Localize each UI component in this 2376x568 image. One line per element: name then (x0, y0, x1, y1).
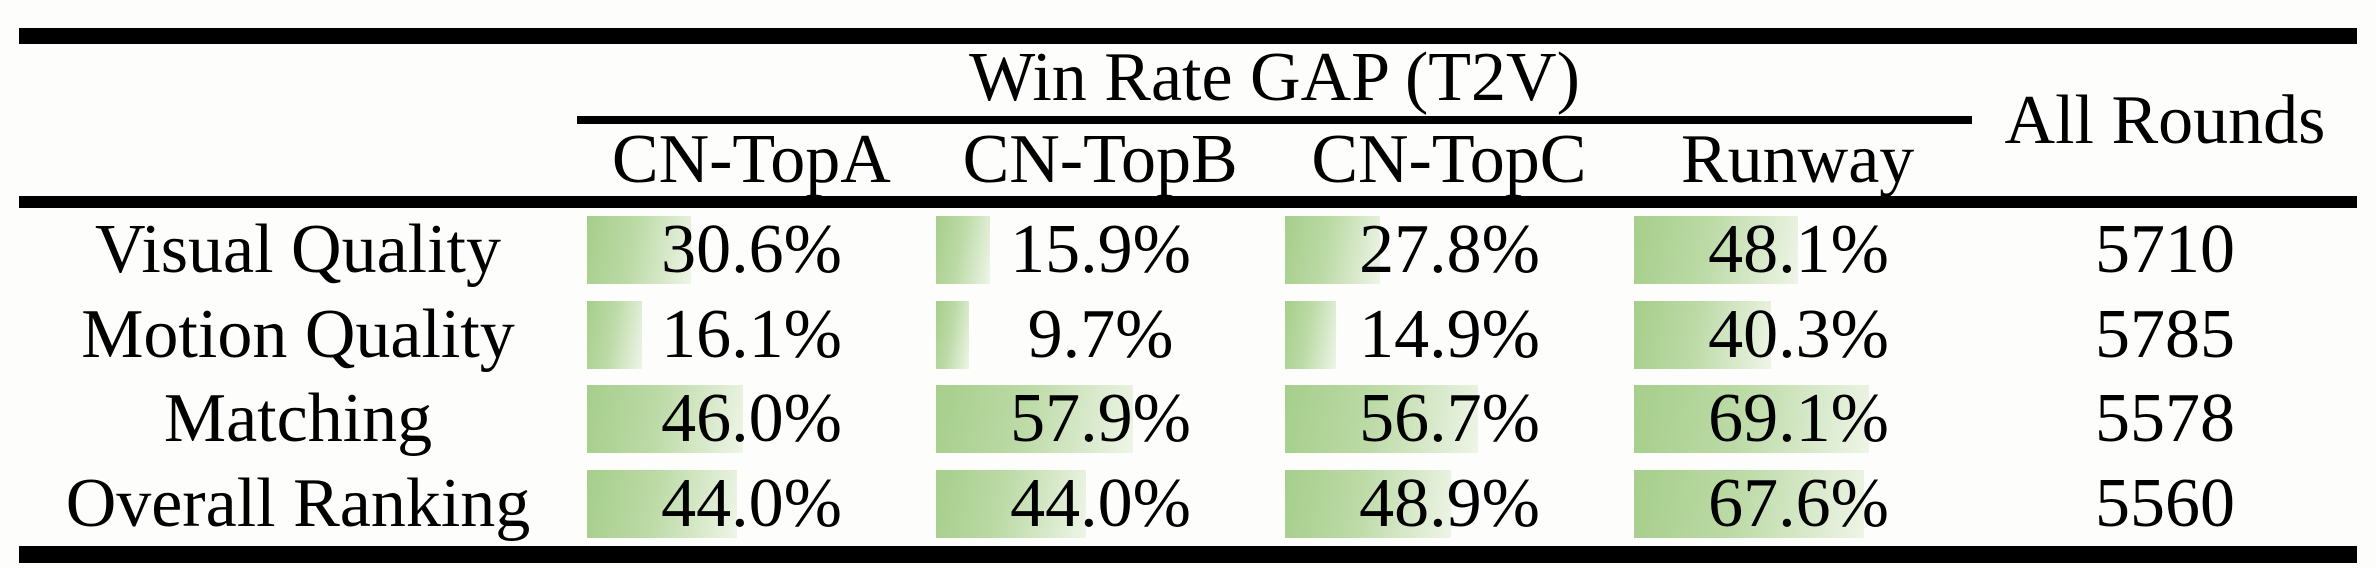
winrate-value: 44.0% (1010, 464, 1191, 542)
table-row: Overall Ranking 44.0% 44.0% 48.9% 67.6% … (19, 462, 2357, 547)
table-row: Matching 46.0% 57.9% 56.7% 69.1% 5578 (19, 377, 2357, 462)
winrate-cell: 27.8% (1275, 208, 1624, 293)
winrate-bar (1285, 300, 1336, 369)
winrate-value: 9.7% (1027, 295, 1174, 373)
column-header-runway: Runway (1680, 121, 1915, 198)
top-rule (19, 28, 2357, 44)
winrate-cell: 56.7% (1275, 377, 1624, 462)
winrate-cell: 48.9% (1275, 462, 1624, 547)
table-row: Motion Quality 16.1% 9.7% 14.9% 40.3% 57… (19, 293, 2357, 378)
winrate-value: 57.9% (1010, 380, 1191, 458)
winrate-bar (1634, 300, 1771, 369)
winrate-bar (587, 469, 737, 538)
column-header-cn-topa: CN-TopA (611, 121, 891, 198)
winrate-value: 16.1% (661, 295, 842, 373)
winrate-cell: 67.6% (1624, 462, 1973, 547)
winrate-cell: 44.0% (577, 462, 926, 547)
winrate-bar (1285, 385, 1478, 454)
winrate-value: 67.6% (1708, 464, 1889, 542)
winrate-cell: 69.1% (1624, 377, 1973, 462)
winrate-value: 15.9% (1010, 211, 1191, 289)
winrate-cell: 16.1% (577, 293, 926, 378)
model-column-headers: CN-TopA CN-TopB CN-TopC Runway (577, 121, 1972, 198)
all-rounds-column-header: All Rounds (2004, 81, 2326, 159)
winrate-cell: 40.3% (1624, 293, 1973, 378)
winrate-value: 40.3% (1708, 295, 1889, 373)
row-label: Overall Ranking (65, 464, 531, 542)
winrate-cell: 48.1% (1624, 208, 1973, 293)
winrate-bar (936, 216, 990, 285)
group-header-title: Win Rate GAP (T2V) (969, 39, 1580, 116)
winrate-value: 44.0% (661, 464, 842, 542)
winrate-value: 14.9% (1359, 295, 1540, 373)
bottom-rule (19, 546, 2357, 563)
winrate-bar (587, 300, 642, 369)
winrate-bar (936, 469, 1086, 538)
table-body: Visual Quality 30.6% 15.9% 27.8% 48.1% 5… (19, 208, 2357, 546)
winrate-bar (936, 300, 969, 369)
row-label: Motion Quality (81, 295, 515, 373)
column-header-cn-topc: CN-TopC (1311, 121, 1587, 198)
winrate-value: 27.8% (1359, 211, 1540, 289)
winrate-cell: 44.0% (926, 462, 1275, 547)
winrate-cell: 46.0% (577, 377, 926, 462)
winrate-cell: 14.9% (1275, 293, 1624, 378)
group-header-underline (577, 116, 1972, 124)
row-label: Visual Quality (94, 211, 502, 289)
winrate-value: 69.1% (1708, 380, 1889, 458)
winrate-value: 56.7% (1359, 380, 1540, 458)
winrate-value: 48.1% (1708, 211, 1889, 289)
all-rounds-value: 5785 (2095, 295, 2235, 373)
winrate-bar (936, 385, 1133, 454)
winrate-cell: 30.6% (577, 208, 926, 293)
all-rounds-value: 5560 (2095, 464, 2235, 542)
table-row: Visual Quality 30.6% 15.9% 27.8% 48.1% 5… (19, 208, 2357, 293)
winrate-value: 46.0% (661, 380, 842, 458)
winrate-bar (1634, 216, 1798, 285)
row-label: Matching (163, 380, 433, 458)
winrate-bar (1285, 469, 1451, 538)
winrate-bar (1634, 469, 1864, 538)
winrate-bar (587, 216, 691, 285)
winrate-bar (1285, 216, 1380, 285)
winrate-cell: 9.7% (926, 293, 1275, 378)
winrate-value: 30.6% (661, 211, 842, 289)
all-rounds-value: 5710 (2095, 211, 2235, 289)
winrate-bar (587, 385, 743, 454)
header-separator-rule (19, 196, 2357, 208)
winrate-bar (1634, 385, 1869, 454)
winrate-cell: 57.9% (926, 377, 1275, 462)
winrate-cell: 15.9% (926, 208, 1275, 293)
all-rounds-value: 5578 (2095, 380, 2235, 458)
column-header-cn-topb: CN-TopB (962, 121, 1238, 198)
winrate-value: 48.9% (1359, 464, 1540, 542)
